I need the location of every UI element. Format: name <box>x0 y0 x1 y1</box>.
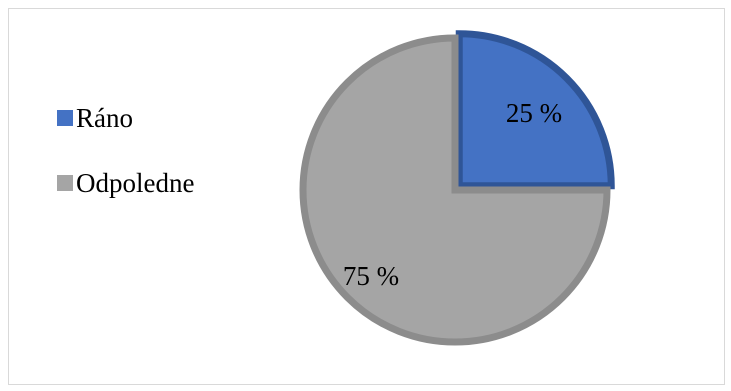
legend-item-rano: Ráno <box>57 102 194 134</box>
pie-slice-rano <box>455 30 615 190</box>
legend: Ráno Odpoledne <box>57 102 194 232</box>
legend-swatch-odpoledne <box>57 175 73 191</box>
slice-label-rano: 25 % <box>506 98 562 128</box>
legend-swatch-rano <box>57 110 73 126</box>
legend-label-odpoledne: Odpoledne <box>76 168 195 198</box>
legend-item-odpoledne: Odpoledne <box>57 167 194 199</box>
pie-slices <box>299 30 615 346</box>
legend-label-rano: Ráno <box>76 103 133 133</box>
slice-label-odpoledne: 75 % <box>343 261 399 291</box>
pie-slice-odpoledne <box>299 34 611 346</box>
